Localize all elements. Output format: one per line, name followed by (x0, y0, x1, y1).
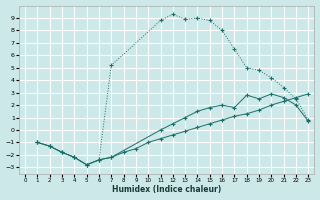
X-axis label: Humidex (Indice chaleur): Humidex (Indice chaleur) (112, 185, 221, 194)
